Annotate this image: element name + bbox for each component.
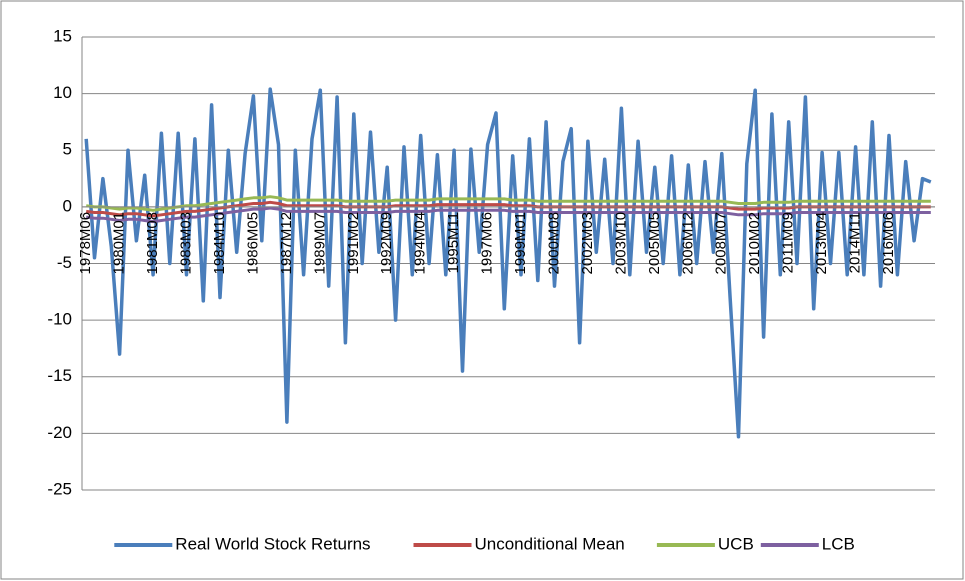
- x-tick-label: 2005M05: [646, 212, 663, 275]
- y-tick-label: -20: [47, 423, 72, 442]
- x-tick-label: 2006M12: [679, 212, 696, 275]
- x-tick-label: 1999M01: [512, 212, 529, 275]
- x-tick-label: 2014M11: [847, 212, 864, 273]
- x-tick-label: 2000M08: [545, 212, 562, 275]
- y-tick-label: -10: [47, 310, 72, 329]
- x-tick-label: 1978M06: [77, 212, 94, 275]
- y-tick-label: 0: [63, 196, 72, 215]
- x-tick-label: 1987M12: [278, 212, 295, 275]
- legend-label: Unconditional Mean: [475, 534, 625, 553]
- x-tick-label: 1983M03: [178, 212, 195, 275]
- series-line: [85, 195, 931, 212]
- y-tick-label: -25: [47, 479, 72, 498]
- x-tick-label: 1980M01: [111, 212, 128, 275]
- series-line: [86, 206, 931, 224]
- x-tick-label: 2003M10: [612, 212, 629, 275]
- y-tick-label: 5: [63, 140, 72, 159]
- x-tick-label: 1989M07: [311, 212, 328, 275]
- y-tick-label: 10: [53, 83, 72, 102]
- x-tick-label: 1997M06: [479, 212, 496, 275]
- legend-label: LCB: [822, 534, 855, 553]
- x-tick-label: 2016M06: [880, 212, 897, 275]
- x-tick-label: 1992M09: [378, 212, 395, 275]
- y-tick-label: -5: [57, 253, 72, 272]
- legend-label: Real World Stock Returns: [175, 534, 370, 553]
- series-line: [84, 87, 932, 439]
- x-tick-label: 2010M02: [746, 212, 763, 275]
- x-tick-label: 1994M04: [412, 212, 429, 275]
- y-tick-label: 15: [53, 26, 72, 45]
- y-tick-label: -15: [47, 366, 72, 385]
- x-tick-label: 1981M08: [144, 212, 161, 275]
- x-tick-label: 1991M02: [345, 212, 362, 275]
- x-tick-label: 1984M10: [211, 212, 228, 275]
- x-tick-label: 2011M09: [780, 212, 797, 273]
- x-tick-label: 2013M04: [813, 212, 830, 275]
- x-tick-label: 2002M03: [579, 212, 596, 275]
- legend-label: UCB: [718, 534, 754, 553]
- x-tick-label: 1995M11: [445, 212, 462, 273]
- x-tick-label: 1986M05: [244, 212, 261, 275]
- x-tick-label: 2008M07: [713, 212, 730, 275]
